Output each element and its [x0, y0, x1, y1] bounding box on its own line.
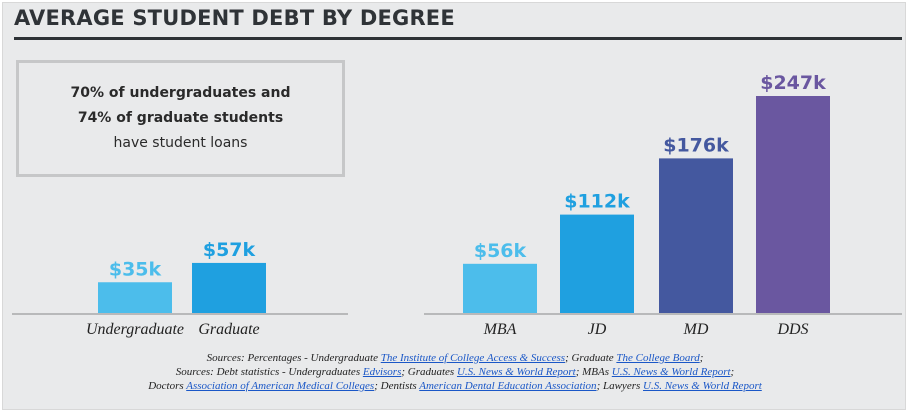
- sources-line-3: Doctors Association of American Medical …: [0, 379, 910, 393]
- sources-line-2: Sources: Debt statistics - Undergraduate…: [0, 365, 910, 379]
- data-label-undergraduate: $35k: [109, 258, 162, 280]
- sources-text: ; MBAs: [575, 366, 612, 378]
- title-rule: [14, 37, 902, 40]
- category-label-jd: JD: [588, 321, 607, 338]
- category-label-graduate: Graduate: [198, 321, 259, 338]
- source-link[interactable]: U.S. News & World Report: [643, 380, 762, 392]
- data-label-md: $176k: [663, 134, 729, 156]
- sources-footnote: Sources: Percentages - Undergraduate The…: [0, 351, 910, 393]
- sources-text: ; Lawyers: [596, 380, 644, 392]
- callout-line-3: have student loans: [113, 135, 248, 151]
- bar-mba: [463, 263, 537, 313]
- sources-text: Doctors: [148, 380, 187, 392]
- category-label-undergraduate: Undergraduate: [86, 321, 184, 338]
- sources-text: Sources: Percentages - Undergraduate: [206, 352, 381, 364]
- data-label-mba: $56k: [474, 240, 527, 262]
- sources-text: ;: [699, 352, 704, 364]
- bar-jd: [560, 214, 634, 313]
- sources-text: ; Dentists: [374, 380, 420, 392]
- source-link[interactable]: U.S. News & World Report: [611, 366, 731, 378]
- sources-text: ; Graduate: [565, 352, 617, 364]
- bar-graduate: [192, 262, 266, 313]
- category-label-dds: DDS: [776, 321, 808, 338]
- source-link[interactable]: U.S. News & World Report: [456, 366, 576, 378]
- source-link[interactable]: The Institute of College Access & Succes…: [380, 352, 566, 364]
- sources-text: ; Graduates: [401, 366, 457, 378]
- source-link[interactable]: Association of American Medical Colleges: [186, 380, 375, 392]
- callout-line-1: 70% of undergraduates and: [70, 85, 291, 101]
- data-label-jd: $112k: [564, 191, 630, 213]
- category-label-md: MD: [683, 321, 709, 338]
- source-link[interactable]: The College Board: [616, 352, 700, 364]
- callout-line-2: 74% of graduate students: [77, 110, 284, 126]
- sources-text: Sources: Debt statistics - Undergraduate…: [175, 366, 363, 378]
- sources-text: ;: [730, 366, 735, 378]
- data-label-graduate: $57k: [203, 239, 256, 261]
- chart-title: AVERAGE STUDENT DEBT BY DEGREE: [14, 6, 455, 30]
- source-link[interactable]: American Dental Education Association: [419, 380, 597, 392]
- source-link[interactable]: Edvisors: [362, 366, 402, 378]
- bar-undergraduate: [98, 282, 172, 313]
- callout-box: 70% of undergraduates and 74% of graduat…: [16, 60, 345, 177]
- bar-dds: [756, 96, 830, 313]
- data-label-dds: $247k: [760, 72, 826, 94]
- sources-line-1: Sources: Percentages - Undergraduate The…: [0, 351, 910, 365]
- bar-md: [659, 158, 733, 313]
- category-label-mba: MBA: [483, 321, 517, 338]
